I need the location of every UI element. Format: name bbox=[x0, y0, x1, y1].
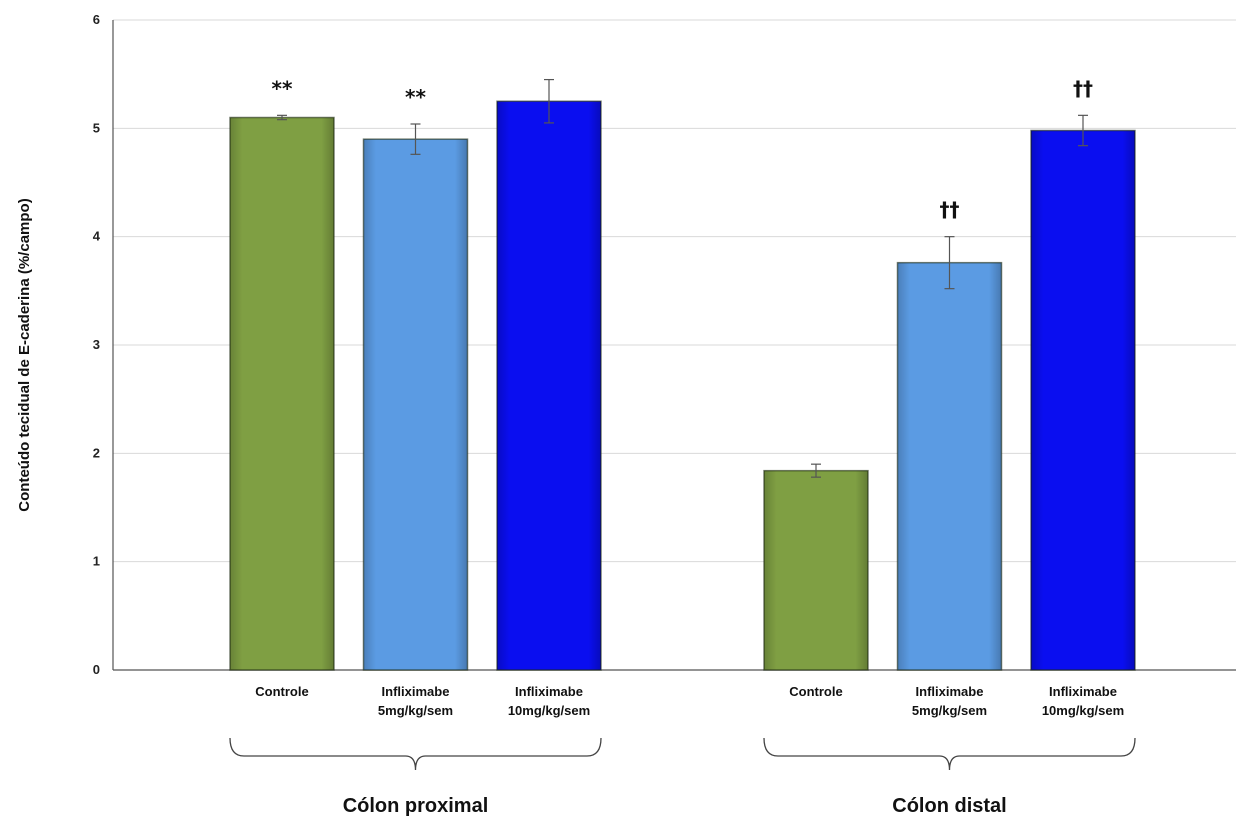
y-tick-label: 4 bbox=[93, 229, 101, 244]
category-label: 5mg/kg/sem bbox=[912, 703, 987, 718]
bar-shading bbox=[230, 117, 334, 670]
category-label: 5mg/kg/sem bbox=[378, 703, 453, 718]
bar-shading bbox=[897, 262, 1002, 670]
significance-marker: †† bbox=[940, 198, 960, 222]
y-tick-label: 1 bbox=[93, 554, 100, 569]
bars: ** ** †† †† bbox=[229, 76, 1136, 671]
bar-shading bbox=[1031, 130, 1135, 670]
y-tick-label: 6 bbox=[93, 12, 100, 27]
significance-marker: ** bbox=[272, 76, 293, 100]
category-labels: Controle Infliximabe 5mg/kg/sem Infliximabe… bbox=[255, 684, 1124, 718]
bar-shading bbox=[363, 139, 468, 670]
group-brace bbox=[763, 737, 1136, 771]
category-label: Controle bbox=[789, 684, 842, 699]
category-label: Controle bbox=[255, 684, 308, 699]
y-tick-label: 0 bbox=[93, 662, 100, 677]
category-label: Infliximabe bbox=[916, 684, 984, 699]
significance-marker: †† bbox=[1073, 76, 1093, 100]
category-label: 10mg/kg/sem bbox=[1042, 703, 1124, 718]
category-label: Infliximabe bbox=[515, 684, 583, 699]
group-brace bbox=[229, 737, 602, 771]
category-label: Infliximabe bbox=[382, 684, 450, 699]
y-tick-label: 5 bbox=[93, 120, 100, 135]
bar-shading bbox=[764, 470, 868, 670]
group-label: Cólon proximal bbox=[343, 795, 489, 817]
group-label: Cólon distal bbox=[892, 795, 1006, 817]
y-axis-label: Conteúdo tecidual de E-caderina (%/campo… bbox=[16, 198, 33, 511]
y-tick-labels: 0 1 2 3 4 5 6 bbox=[93, 12, 101, 677]
bar-shading bbox=[497, 101, 601, 670]
group-labels: Cólon proximal Cólon distal bbox=[229, 737, 1136, 817]
category-label: Infliximabe bbox=[1049, 684, 1117, 699]
category-label: 10mg/kg/sem bbox=[508, 703, 590, 718]
y-tick-label: 3 bbox=[93, 337, 100, 352]
significance-marker: ** bbox=[405, 85, 426, 109]
y-tick-label: 2 bbox=[93, 445, 100, 460]
